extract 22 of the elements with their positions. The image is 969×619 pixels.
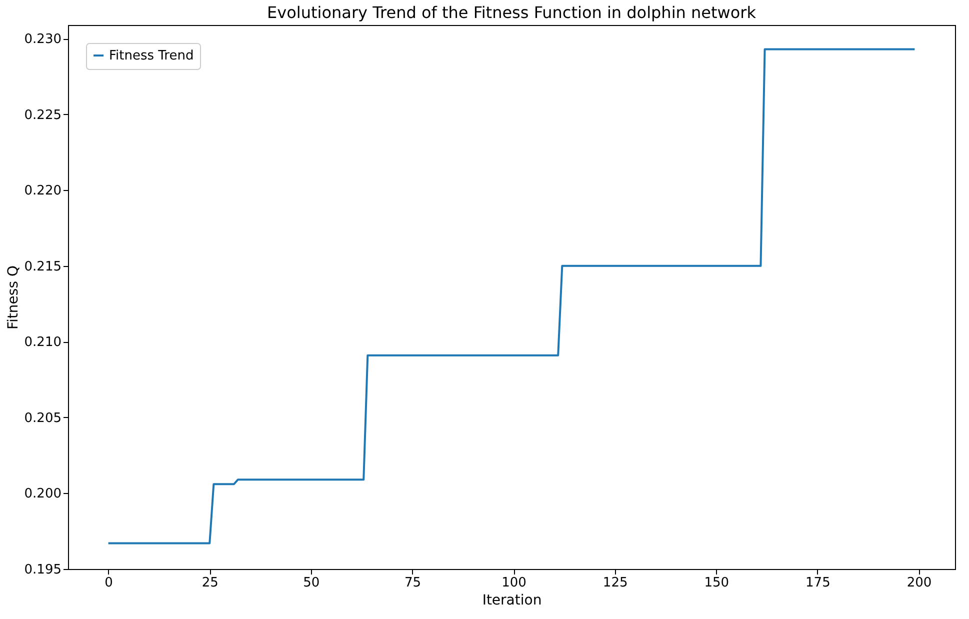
x-axis-title: Iteration <box>482 592 542 608</box>
x-tick-label: 50 <box>303 576 320 590</box>
line-series <box>107 48 916 544</box>
y-tick-label: 0.200 <box>24 486 62 502</box>
x-tick-label: 200 <box>906 576 932 590</box>
legend-label: Fitness Trend <box>109 48 194 64</box>
y-tick-label: 0.205 <box>24 410 62 426</box>
x-tick-label: 150 <box>704 576 730 590</box>
y-axis-title: Fitness Q <box>5 266 22 330</box>
x-tick-label: 75 <box>404 576 421 590</box>
x-tick-label: 175 <box>806 576 830 590</box>
y-tick-label: 0.195 <box>24 562 62 578</box>
x-tick-label: 100 <box>502 576 526 590</box>
chart-title: Evolutionary Trend of the Fitness Function in dolphin network <box>267 3 757 22</box>
x-tick-label: 25 <box>202 576 218 590</box>
y-tick-label: 0.215 <box>24 259 62 274</box>
y-tick-label: 0.230 <box>24 32 62 48</box>
y-tick-label: 0.220 <box>24 184 62 199</box>
y-tick-label: 0.225 <box>24 108 62 123</box>
x-tick-label: 125 <box>602 576 628 590</box>
x-tick-label: 0 <box>104 576 113 590</box>
y-tick-label: 0.210 <box>24 335 62 350</box>
